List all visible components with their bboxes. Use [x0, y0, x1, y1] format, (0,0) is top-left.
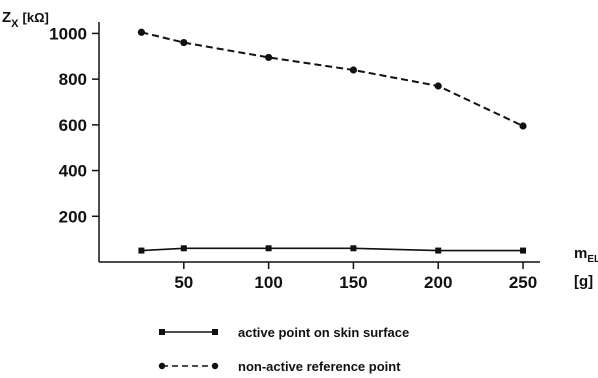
legend-marker-reference-start: [158, 362, 166, 370]
x-tick-label: 250: [509, 273, 537, 292]
x-tick-label: 150: [339, 273, 367, 292]
x-tick-label: 50: [174, 273, 193, 292]
series-layer: [137, 28, 527, 254]
legend-item-reference: non-active reference point: [158, 359, 401, 374]
y-tick-label: 800: [59, 70, 87, 89]
y-axis-title-main: Z: [2, 9, 11, 26]
x-axis-title: mEL [g]: [574, 245, 598, 290]
data-point-active: [520, 247, 527, 254]
legend-item-active: active point on skin surface: [159, 325, 409, 340]
y-axis-title-unit: [kΩ]: [23, 10, 49, 25]
data-point-reference: [137, 28, 146, 36]
y-tick-label: 200: [59, 207, 87, 226]
y-axis-title: ZX [kΩ]: [2, 9, 49, 30]
data-point-active: [180, 245, 187, 252]
data-point-active: [435, 247, 442, 254]
y-axis-title-sub: X: [11, 18, 19, 30]
svg-text:mEL: mEL: [574, 245, 598, 265]
y-tick-label: 400: [59, 162, 87, 181]
data-point-active: [265, 245, 272, 252]
y-ticks: 200 400 600 800 1000: [49, 24, 99, 226]
legend-label-active: active point on skin surface: [238, 325, 409, 340]
legend: active point on skin surface non-active …: [158, 325, 409, 374]
data-point-reference: [434, 82, 442, 90]
legend-marker-active-end: [212, 329, 218, 335]
x-ticks: 50 100 150 200 250: [174, 262, 537, 292]
data-point-active: [350, 245, 357, 252]
series-line-active: [141, 247, 524, 252]
legend-label-reference: non-active reference point: [238, 359, 401, 374]
svg-text:ZX[kΩ]: ZX [kΩ]: [2, 9, 49, 30]
data-point-reference: [519, 122, 527, 130]
data-point-reference: [265, 53, 273, 62]
series-line-reference: [141, 31, 524, 127]
x-tick-label: 100: [254, 273, 282, 292]
x-axis-title-sub: EL: [587, 254, 598, 265]
y-tick-label: 600: [59, 116, 87, 135]
data-point-active: [138, 247, 145, 254]
data-point-reference: [180, 38, 188, 47]
legend-marker-active-start: [159, 329, 165, 335]
x-axis-title-unit: [g]: [574, 273, 593, 290]
data-point-reference: [349, 66, 358, 74]
x-tick-label: 200: [424, 273, 452, 292]
x-axis-title-main: m: [574, 245, 587, 262]
legend-marker-reference-end: [211, 362, 219, 370]
y-tick-label: 1000: [49, 24, 87, 43]
